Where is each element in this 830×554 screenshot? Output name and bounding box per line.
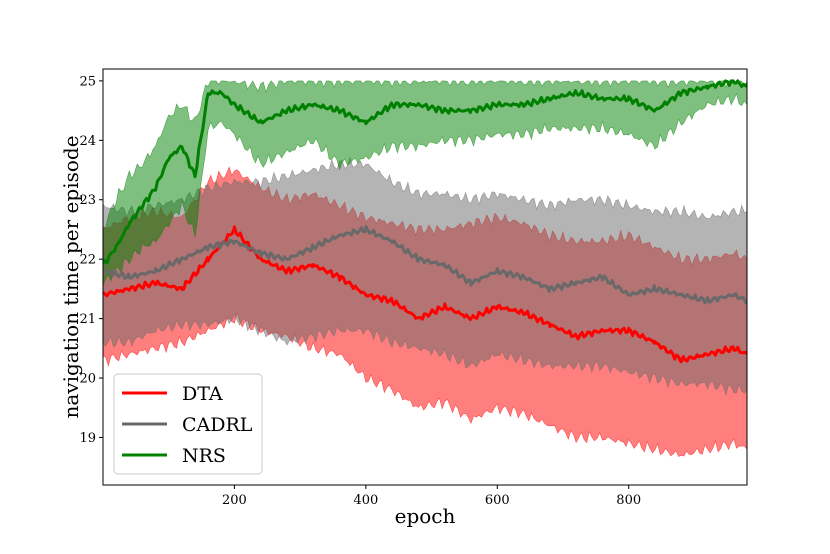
band-nrs [103, 80, 747, 287]
plot-frame [102, 68, 748, 486]
legend: DTA CADRL NRS [113, 373, 263, 475]
x-axis-label: epoch [395, 504, 456, 528]
x-tick-label: 200 [222, 493, 247, 508]
y-tick-label: 19 [79, 431, 96, 446]
legend-label-nrs: NRS [182, 445, 226, 467]
y-axis-ticks: 19 20 21 22 23 24 25 [79, 74, 103, 446]
line-nrs [103, 79, 747, 265]
legend-box [113, 373, 263, 475]
y-tick-label: 21 [79, 312, 96, 327]
legend-label-cadrl: CADRL [182, 414, 253, 436]
y-axis-label: navigation time per episode [59, 135, 83, 418]
y-tick-label: 22 [79, 253, 96, 268]
x-tick-label: 800 [616, 493, 641, 508]
y-tick-label: 25 [79, 74, 96, 89]
y-tick-label: 24 [79, 134, 96, 149]
y-tick-label: 20 [79, 372, 96, 387]
x-axis-ticks: 200 400 600 800 [222, 485, 641, 508]
x-tick-label: 400 [353, 493, 378, 508]
x-tick-label: 600 [485, 493, 510, 508]
line-cadrl [103, 225, 747, 305]
legend-label-dta: DTA [182, 383, 223, 405]
mean-lines [103, 79, 747, 364]
line-dta [103, 225, 747, 364]
y-tick-label: 23 [79, 193, 96, 208]
